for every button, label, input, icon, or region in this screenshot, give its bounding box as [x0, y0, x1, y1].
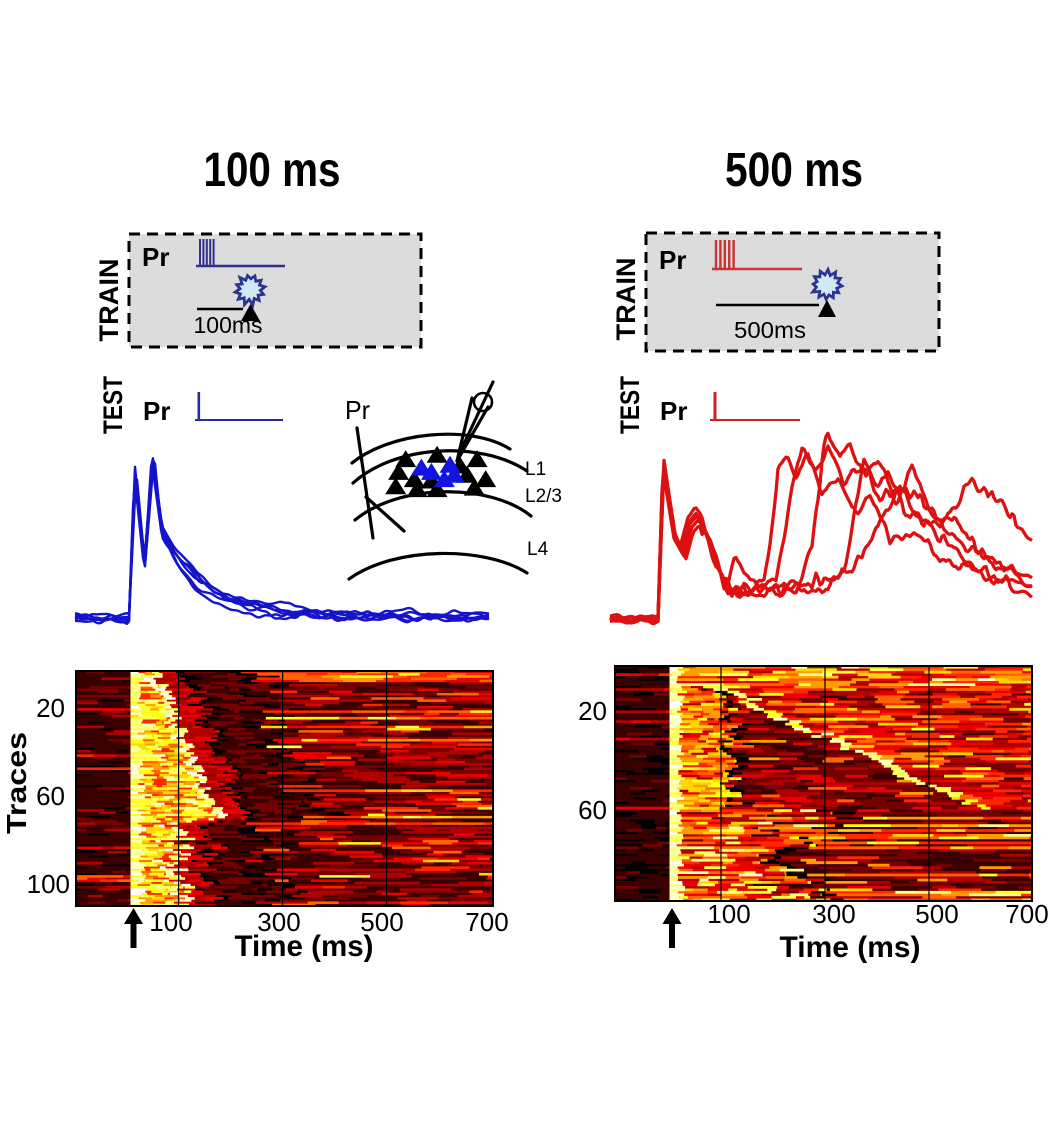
svg-text:Pr: Pr — [345, 395, 370, 425]
svg-text:Pr: Pr — [142, 242, 169, 272]
svg-text:TEST: TEST — [615, 376, 645, 434]
svg-text:300: 300 — [257, 907, 300, 937]
svg-text:500: 500 — [360, 907, 403, 937]
svg-text:500ms: 500ms — [734, 317, 806, 343]
svg-text:300: 300 — [812, 899, 855, 929]
svg-text:100 ms: 100 ms — [204, 144, 341, 197]
svg-text:60: 60 — [578, 795, 607, 825]
svg-text:TRAIN: TRAIN — [611, 258, 641, 341]
svg-text:Time (ms): Time (ms) — [780, 931, 921, 964]
svg-text:100: 100 — [149, 907, 192, 937]
svg-text:Pr: Pr — [143, 396, 170, 426]
svg-text:20: 20 — [578, 696, 607, 726]
svg-text:Pr: Pr — [660, 396, 687, 426]
svg-text:L4: L4 — [527, 539, 549, 560]
svg-text:700: 700 — [1005, 899, 1048, 929]
svg-text:TEST: TEST — [98, 376, 128, 434]
svg-text:500: 500 — [915, 899, 958, 929]
svg-text:Time (ms): Time (ms) — [235, 930, 374, 963]
svg-text:700: 700 — [465, 907, 508, 937]
svg-text:100: 100 — [27, 869, 70, 899]
svg-text:Traces: Traces — [1, 732, 32, 834]
svg-text:L2/3: L2/3 — [525, 486, 562, 507]
svg-text:500 ms: 500 ms — [725, 144, 863, 197]
svg-text:L1: L1 — [525, 459, 546, 480]
svg-text:100ms: 100ms — [194, 312, 263, 338]
svg-text:Pr: Pr — [659, 245, 686, 275]
svg-text:20: 20 — [36, 693, 65, 723]
svg-text:100: 100 — [707, 899, 750, 929]
svg-text:60: 60 — [36, 781, 65, 811]
svg-text:TRAIN: TRAIN — [94, 259, 124, 342]
